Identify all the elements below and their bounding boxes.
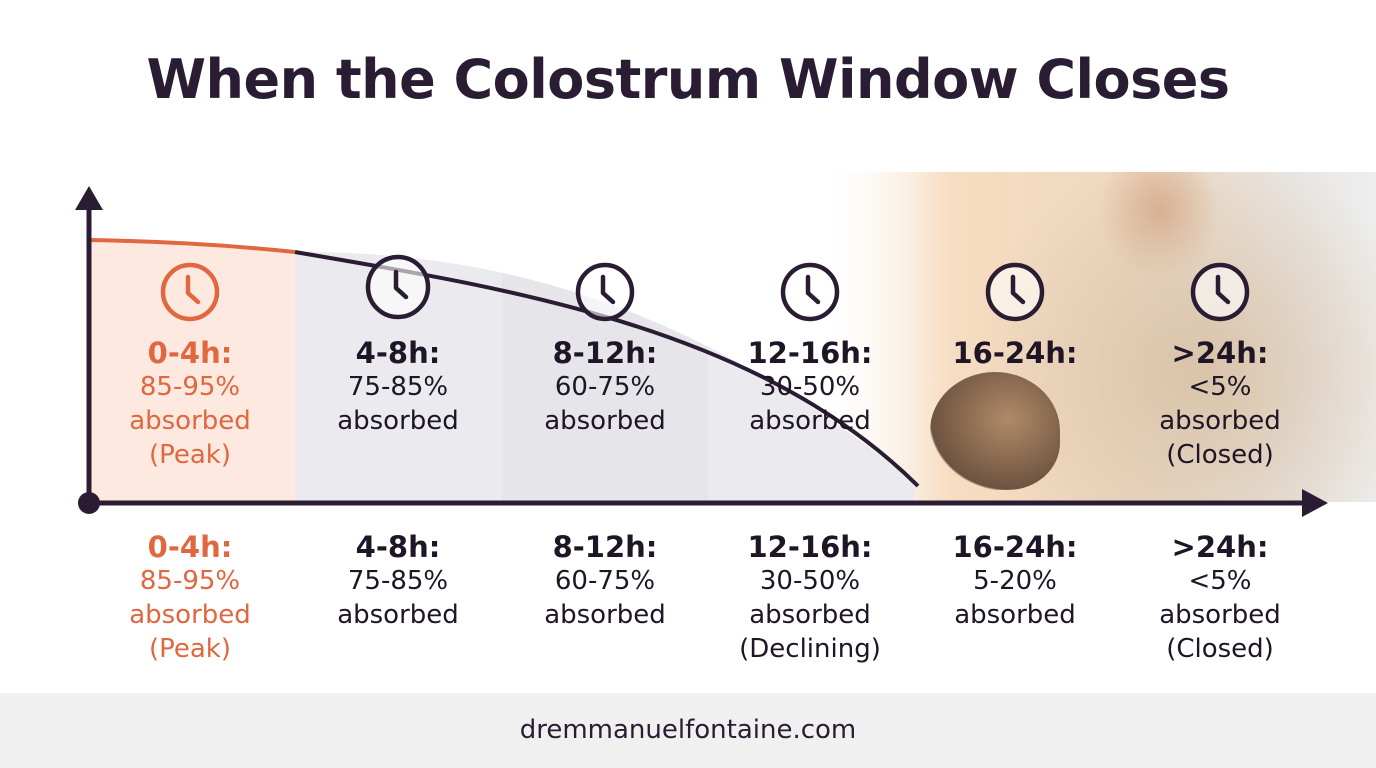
label-unit: absorbed xyxy=(337,600,459,630)
kitten-image xyxy=(930,372,1060,490)
label-period: 0-4h: xyxy=(147,530,233,564)
curve-peak xyxy=(88,238,296,254)
label-period: >24h: xyxy=(1171,336,1269,370)
axis-origin xyxy=(78,492,100,514)
label-period: 12-16h: xyxy=(747,530,873,564)
label-period: 8-12h: xyxy=(552,336,658,370)
label-value: 30-50% xyxy=(759,566,861,596)
label-unit: absorbed xyxy=(129,600,251,630)
label-unit: absorbed xyxy=(954,600,1076,630)
clock-icon xyxy=(780,262,840,322)
label-period: >24h: xyxy=(1171,530,1269,564)
clock-icon xyxy=(1190,262,1250,322)
label-value: 85-95% xyxy=(139,566,241,596)
upper-labels-item: >24h: <5% absorbed (Closed) xyxy=(1120,336,1320,472)
lower-labels-item: >24h: <5% absorbed (Closed) xyxy=(1120,530,1320,666)
x-axis-arrow xyxy=(1302,489,1328,517)
label-unit: absorbed xyxy=(337,406,459,436)
label-note: (Peak) xyxy=(148,440,232,470)
label-unit: absorbed xyxy=(749,406,871,436)
upper-labels-item: 16-24h: xyxy=(915,336,1115,370)
label-value: 5-20% xyxy=(973,566,1057,596)
label-unit: absorbed xyxy=(544,406,666,436)
upper-labels-item: 8-12h: 60-75% absorbed xyxy=(505,336,705,438)
label-value: 75-85% xyxy=(347,566,449,596)
footer: dremmanuelfontaine.com xyxy=(0,693,1376,768)
label-unit: absorbed xyxy=(544,600,666,630)
label-period: 4-8h: xyxy=(355,336,441,370)
label-value: <5% xyxy=(1188,372,1252,402)
clock-icon xyxy=(985,262,1045,322)
band-8-12h xyxy=(502,272,708,503)
lower-labels-item: 16-24h: 5-20% absorbed xyxy=(915,530,1115,632)
lower-labels-item: 12-16h: 30-50% absorbed (Declining) xyxy=(710,530,910,666)
label-unit: absorbed xyxy=(749,600,871,630)
label-period: 16-24h: xyxy=(952,336,1078,370)
label-value: 75-85% xyxy=(347,372,449,402)
label-period: 16-24h: xyxy=(952,530,1078,564)
label-value: 60-75% xyxy=(554,566,656,596)
label-note: (Closed) xyxy=(1166,634,1274,664)
upper-labels-item: 12-16h: 30-50% absorbed xyxy=(710,336,910,438)
clock-icon xyxy=(575,262,635,322)
clock-icon xyxy=(160,262,220,322)
label-note: (Peak) xyxy=(148,634,232,664)
label-note: (Closed) xyxy=(1166,440,1274,470)
label-value: 30-50% xyxy=(759,372,861,402)
label-unit: absorbed xyxy=(129,406,251,436)
label-unit: absorbed xyxy=(1159,600,1281,630)
label-value: 85-95% xyxy=(139,372,241,402)
label-note: (Declining) xyxy=(739,634,881,664)
label-unit: absorbed xyxy=(1159,406,1281,436)
band-12-16h xyxy=(708,346,915,503)
absorption-chart xyxy=(75,186,1328,517)
page-title: When the Colostrum Window Closes xyxy=(146,48,1230,111)
label-value: <5% xyxy=(1188,566,1252,596)
label-period: 12-16h: xyxy=(747,336,873,370)
band-0-4h xyxy=(89,240,295,503)
label-period: 8-12h: xyxy=(552,530,658,564)
lower-labels-item: 4-8h: 75-85% absorbed xyxy=(298,530,498,632)
clock-icon xyxy=(365,254,431,320)
upper-labels-item: 4-8h: 75-85% absorbed xyxy=(298,336,498,438)
label-period: 0-4h: xyxy=(147,336,233,370)
y-axis-arrow xyxy=(75,186,103,210)
lower-labels-item: 0-4h: 85-95% absorbed (Peak) xyxy=(90,530,290,666)
lower-labels-item: 8-12h: 60-75% absorbed xyxy=(505,530,705,632)
label-period: 4-8h: xyxy=(355,530,441,564)
upper-labels-item: 0-4h: 85-95% absorbed (Peak) xyxy=(90,336,290,472)
band-4-8h xyxy=(295,252,502,503)
website-link[interactable]: dremmanuelfontaine.com xyxy=(519,715,857,745)
label-value: 60-75% xyxy=(554,372,656,402)
